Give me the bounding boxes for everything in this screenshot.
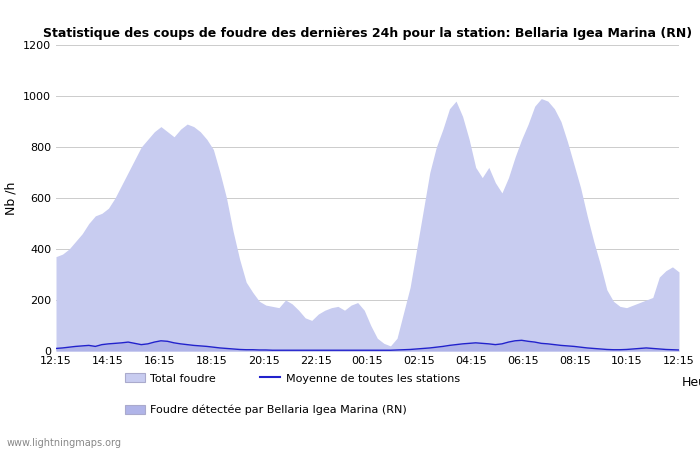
Text: www.lightningmaps.org: www.lightningmaps.org [7,438,122,448]
Text: Heure: Heure [682,376,700,389]
Legend: Total foudre, Moyenne de toutes les stations: Total foudre, Moyenne de toutes les stat… [125,373,460,384]
Y-axis label: Nb /h: Nb /h [4,181,18,215]
Legend: Foudre détectée par Bellaria Igea Marina (RN): Foudre détectée par Bellaria Igea Marina… [125,405,407,415]
Title: Statistique des coups de foudre des dernières 24h pour la station: Bellaria Igea: Statistique des coups de foudre des dern… [43,27,692,40]
